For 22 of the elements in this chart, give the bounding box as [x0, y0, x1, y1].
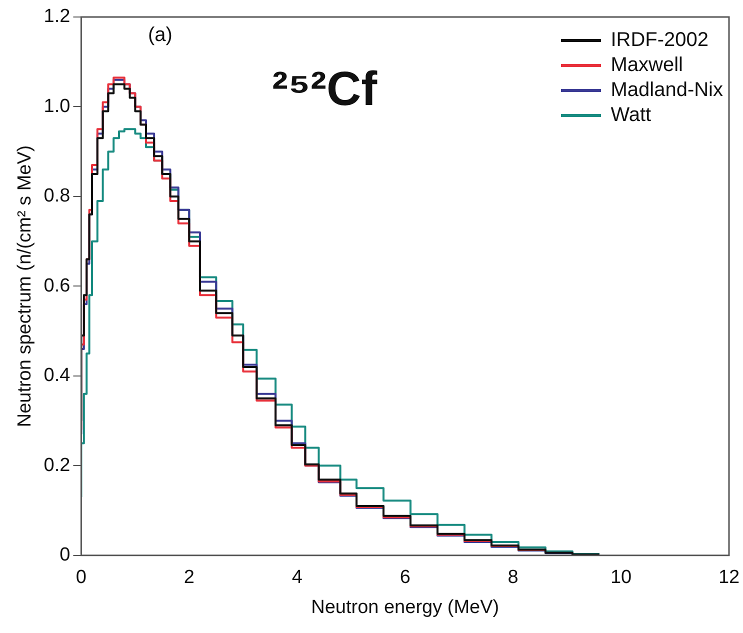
y-tick-label: 1.2	[44, 6, 70, 28]
legend-label: IRDF-2002	[610, 28, 709, 53]
legend-label: Madland-Nix	[610, 78, 723, 103]
y-axis-title: Neutron spectrum (n/(cm² s MeV)	[14, 145, 36, 428]
y-tick-label: 0	[60, 544, 70, 566]
y-tick-label: 0.2	[44, 454, 70, 476]
y-tick-label: 0.4	[44, 365, 71, 386]
y-tick-label: 1.0	[44, 96, 70, 117]
x-tick-label: 8	[508, 567, 518, 588]
legend-label: Maxwell	[610, 53, 683, 78]
x-tick-label: 10	[610, 567, 632, 588]
x-tick-label: 6	[400, 567, 410, 588]
y-tick-label: 0.6	[44, 275, 70, 296]
x-tick-label: 0	[76, 567, 86, 588]
x-axis-title: Neutron energy (MeV)	[311, 596, 500, 618]
legend-label: Watt	[610, 103, 652, 128]
y-tick-label: 0.8	[44, 186, 70, 207]
x-tick-label: 4	[292, 567, 303, 588]
annotation: (a)	[148, 24, 172, 47]
annotation: ²⁵²Cf	[272, 62, 378, 117]
x-tick-label: 12	[718, 567, 740, 588]
x-tick-label: 2	[184, 567, 194, 588]
